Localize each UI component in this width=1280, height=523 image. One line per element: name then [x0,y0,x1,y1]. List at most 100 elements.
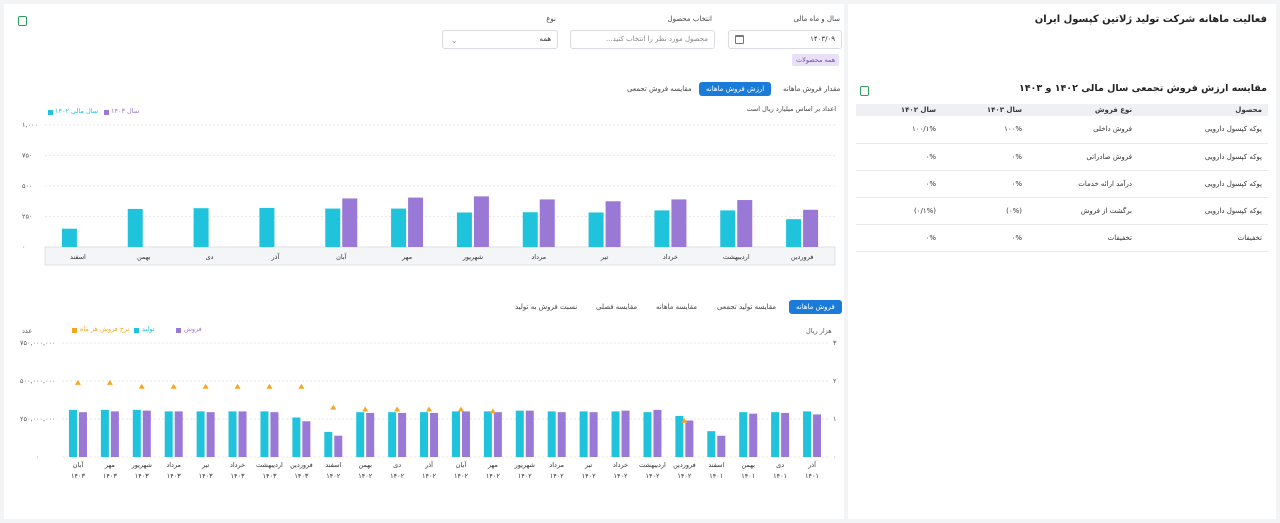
bar-production[interactable] [675,415,684,457]
bar-1403[interactable] [671,199,687,247]
rate-marker[interactable] [426,406,433,412]
bar-sales[interactable] [461,411,470,457]
tab-monthly-value[interactable]: ارزش فروش ماهانه [699,82,772,96]
rate-marker[interactable] [298,383,305,389]
bar-1402[interactable] [193,208,209,247]
bar-production[interactable] [515,410,524,457]
bar-sales[interactable] [110,411,119,457]
bar-production[interactable] [611,411,620,457]
bar-sales[interactable] [493,412,502,457]
bar-1402[interactable] [654,210,670,247]
bar-production[interactable] [292,417,301,457]
bar-1403[interactable] [605,201,621,247]
bar-1402[interactable] [522,212,538,247]
bar-production[interactable] [388,412,397,457]
bar-sales[interactable] [398,412,407,457]
bar-production[interactable] [356,412,365,457]
bar-sales[interactable] [78,412,87,457]
bar-sales[interactable] [589,412,598,457]
bar-production[interactable] [132,409,141,457]
bar-production[interactable] [324,431,333,457]
bar-sales[interactable] [653,409,662,457]
bar-sales[interactable] [749,413,758,457]
tab-monthly-quantity[interactable]: مقدار فروش ماهانه [783,85,841,93]
bar-sales[interactable] [430,412,439,457]
bar-production[interactable] [579,411,588,457]
bar-sales[interactable] [621,410,630,457]
bar-1403[interactable] [737,200,753,247]
bar-sales[interactable] [685,420,694,457]
tab-monthly-sales[interactable]: فروش ماهانه [789,300,842,314]
bar-sales[interactable] [174,411,183,457]
bar-production[interactable] [483,411,492,457]
bar-1402[interactable] [391,208,407,247]
tab-sales-production-ratio[interactable]: نسبت فروش به تولید [515,303,578,311]
bar-sales[interactable] [334,435,343,457]
rate-marker[interactable] [170,383,177,389]
bar-production[interactable] [260,411,269,457]
rate-marker[interactable] [106,379,113,385]
bar-1402[interactable] [720,210,736,247]
rate-marker[interactable] [74,379,81,385]
rate-marker[interactable] [457,406,464,412]
bar-production[interactable] [196,411,205,457]
type-select[interactable]: همه ⌄ [442,30,558,49]
export-icon[interactable] [860,86,869,96]
tab-monthly-comparison[interactable]: مقایسه ماهانه [656,303,698,311]
legend-label-1403[interactable]: سال ۱۴۰۳ [111,107,140,115]
bar-1402[interactable] [61,228,77,247]
bar-sales[interactable] [238,411,247,457]
bar-production[interactable] [68,409,77,457]
bar-1403[interactable] [539,199,555,247]
bar-production[interactable] [420,412,429,457]
bar-sales[interactable] [270,412,279,457]
bar-production[interactable] [547,411,556,457]
bar-production[interactable] [707,431,716,457]
bar-sales[interactable] [302,421,311,457]
bar-sales[interactable] [206,412,215,457]
bar-1403[interactable] [408,197,424,247]
bar-1403[interactable] [803,209,819,247]
bar-production[interactable] [100,409,109,457]
bar-1402[interactable] [588,212,604,247]
tab-cumulative-production[interactable]: مقایسه تولید تجمعی [717,303,777,311]
rate-marker[interactable] [202,383,209,389]
bar-sales[interactable] [557,412,566,457]
bar-production[interactable] [739,412,748,457]
bar-1403[interactable] [342,198,358,247]
bar-sales[interactable] [813,414,822,457]
product-select[interactable]: محصول مورد نظر را انتخاب کنید... [570,30,715,49]
rate-marker[interactable] [681,417,688,423]
legend-label-1402[interactable]: سال مالی ۱۴۰۲ [55,107,99,115]
rate-marker[interactable] [266,383,273,389]
bar-production[interactable] [451,411,460,457]
rate-marker[interactable] [138,383,145,389]
bar-production[interactable] [164,411,173,457]
legend-label-sales[interactable]: فروش [184,325,202,333]
tab-cumulative-sales[interactable]: مقایسه فروش تجمعی [627,85,692,93]
tab-seasonal-comparison[interactable]: مقایسه فصلی [596,303,638,311]
bar-sales[interactable] [366,412,375,457]
bar-1403[interactable] [473,196,489,247]
bar-sales[interactable] [717,435,726,457]
bar-sales[interactable] [781,412,790,457]
chip-all-products[interactable]: همه محصولات [792,54,840,66]
rate-marker[interactable] [330,404,337,410]
bar-1402[interactable] [127,208,143,247]
rate-marker[interactable] [362,406,369,412]
bar-1402[interactable] [259,207,275,247]
fiscal-period-input[interactable]: ۱۴۰۳/۰۹ [728,30,842,49]
bar-production[interactable] [803,411,812,457]
legend-label-production[interactable]: تولید [142,325,155,333]
bar-sales[interactable] [525,410,534,457]
bar-1402[interactable] [325,208,341,247]
legend-label-rate[interactable]: نرخ فروش هر ماه [80,325,130,333]
bar-production[interactable] [643,412,652,457]
calendar-icon[interactable] [735,35,744,44]
bar-1402[interactable] [786,219,802,247]
bar-sales[interactable] [142,410,151,457]
export-icon[interactable] [18,16,27,26]
rate-marker[interactable] [234,383,241,389]
rate-marker[interactable] [489,408,496,414]
rate-marker[interactable] [394,406,401,412]
